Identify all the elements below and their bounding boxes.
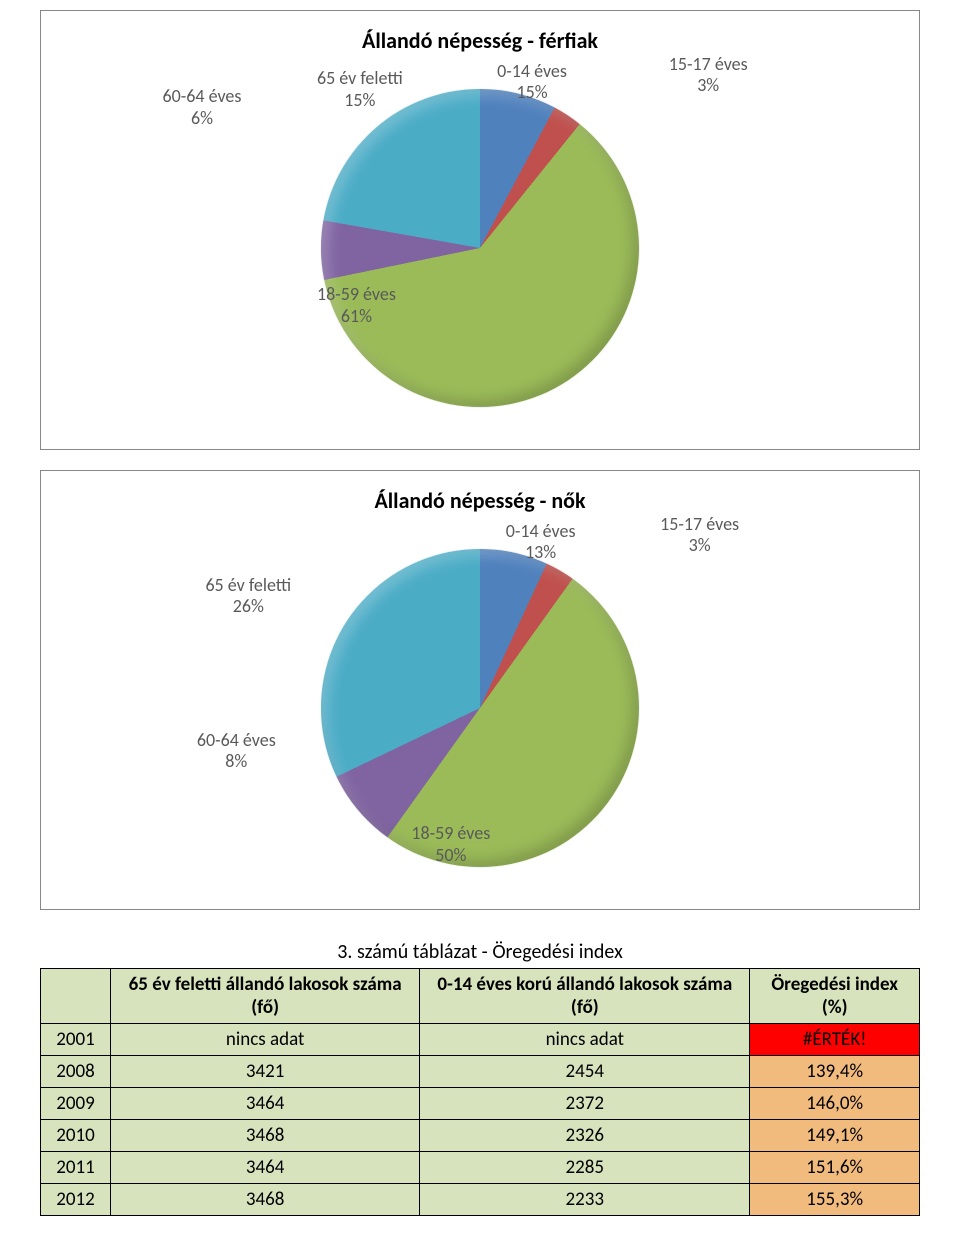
table-row: 2001nincs adatnincs adat#ÉRTÉK! bbox=[41, 1024, 920, 1056]
cell-65plus: 3421 bbox=[111, 1056, 420, 1088]
table-title: 3. számú táblázat - Öregedési index bbox=[40, 940, 920, 964]
table-row: 200934642372146,0% bbox=[41, 1088, 920, 1120]
cell-year: 2012 bbox=[41, 1184, 111, 1216]
table-header-row: 65 év feletti állandó lakosok száma (fő)… bbox=[41, 969, 920, 1024]
cell-65plus: 3464 bbox=[111, 1152, 420, 1184]
cell-year: 2011 bbox=[41, 1152, 111, 1184]
pie-nok bbox=[320, 548, 640, 868]
table-row: 201134642285151,6% bbox=[41, 1152, 920, 1184]
pie2-label-18-59: 18-59 éves 50% bbox=[411, 823, 490, 866]
cell-index: 151,6% bbox=[750, 1152, 920, 1184]
pie2-label-65plus: 65 év feletti 26% bbox=[205, 575, 291, 618]
pie1-label-65plus: 65 év feletti 15% bbox=[317, 68, 403, 111]
table-row: 201234682233155,3% bbox=[41, 1184, 920, 1216]
cell-0-14: 2233 bbox=[420, 1184, 750, 1216]
cell-0-14: 2326 bbox=[420, 1120, 750, 1152]
pie2-label-60-64: 60-64 éves 8% bbox=[197, 730, 276, 773]
cell-0-14: 2372 bbox=[420, 1088, 750, 1120]
pie1-label-60-64: 60-64 éves 6% bbox=[163, 86, 242, 129]
cell-year: 2008 bbox=[41, 1056, 111, 1088]
chart-box-nok: Állandó népesség - nők 0-14 éves 13% 15-… bbox=[40, 470, 920, 910]
table-row: 201034682326149,1% bbox=[41, 1120, 920, 1152]
cell-65plus: 3468 bbox=[111, 1184, 420, 1216]
cell-65plus: 3464 bbox=[111, 1088, 420, 1120]
chart-title-ferfiak: Állandó népesség - férfiak bbox=[51, 27, 909, 54]
cell-index: 139,4% bbox=[750, 1056, 920, 1088]
pie-ferfiak bbox=[320, 88, 640, 408]
chart-title-nok: Állandó népesség - nők bbox=[51, 487, 909, 514]
page: Állandó népesség - férfiak 0-14 éves 15%… bbox=[0, 0, 960, 1246]
table-col-index: Öregedési index (%) bbox=[750, 969, 920, 1024]
pie2-label-0-14: 0-14 éves 13% bbox=[506, 521, 576, 564]
cell-index: #ÉRTÉK! bbox=[750, 1024, 920, 1056]
cell-65plus: 3468 bbox=[111, 1120, 420, 1152]
cell-year: 2010 bbox=[41, 1120, 111, 1152]
cell-year: 2009 bbox=[41, 1088, 111, 1120]
cell-index: 155,3% bbox=[750, 1184, 920, 1216]
table-col-65plus: 65 év feletti állandó lakosok száma (fő) bbox=[111, 969, 420, 1024]
chart-box-ferfiak: Állandó népesség - férfiak 0-14 éves 15%… bbox=[40, 10, 920, 450]
table-head: 65 év feletti állandó lakosok száma (fő)… bbox=[41, 969, 920, 1024]
cell-0-14: 2285 bbox=[420, 1152, 750, 1184]
cell-65plus: nincs adat bbox=[111, 1024, 420, 1056]
pie-wrap-nok: 0-14 éves 13% 15-17 éves 3% 18-59 éves 5… bbox=[51, 528, 909, 888]
table-col-0-14: 0-14 éves korú állandó lakosok száma (fő… bbox=[420, 969, 750, 1024]
table-col-year bbox=[41, 969, 111, 1024]
pie1-label-18-59: 18-59 éves 61% bbox=[317, 284, 396, 327]
pie1-label-0-14: 0-14 éves 15% bbox=[497, 61, 567, 104]
aging-index-table: 65 év feletti állandó lakosok száma (fő)… bbox=[40, 968, 920, 1216]
cell-year: 2001 bbox=[41, 1024, 111, 1056]
cell-index: 146,0% bbox=[750, 1088, 920, 1120]
cell-0-14: nincs adat bbox=[420, 1024, 750, 1056]
pie-wrap-ferfiak: 0-14 éves 15% 15-17 éves 3% 18-59 éves 6… bbox=[51, 68, 909, 428]
cell-index: 149,1% bbox=[750, 1120, 920, 1152]
pie1-label-15-17: 15-17 éves 3% bbox=[669, 54, 748, 97]
pie2-label-15-17: 15-17 éves 3% bbox=[660, 514, 739, 557]
table-row: 200834212454139,4% bbox=[41, 1056, 920, 1088]
cell-0-14: 2454 bbox=[420, 1056, 750, 1088]
table-body: 2001nincs adatnincs adat#ÉRTÉK!200834212… bbox=[41, 1024, 920, 1216]
